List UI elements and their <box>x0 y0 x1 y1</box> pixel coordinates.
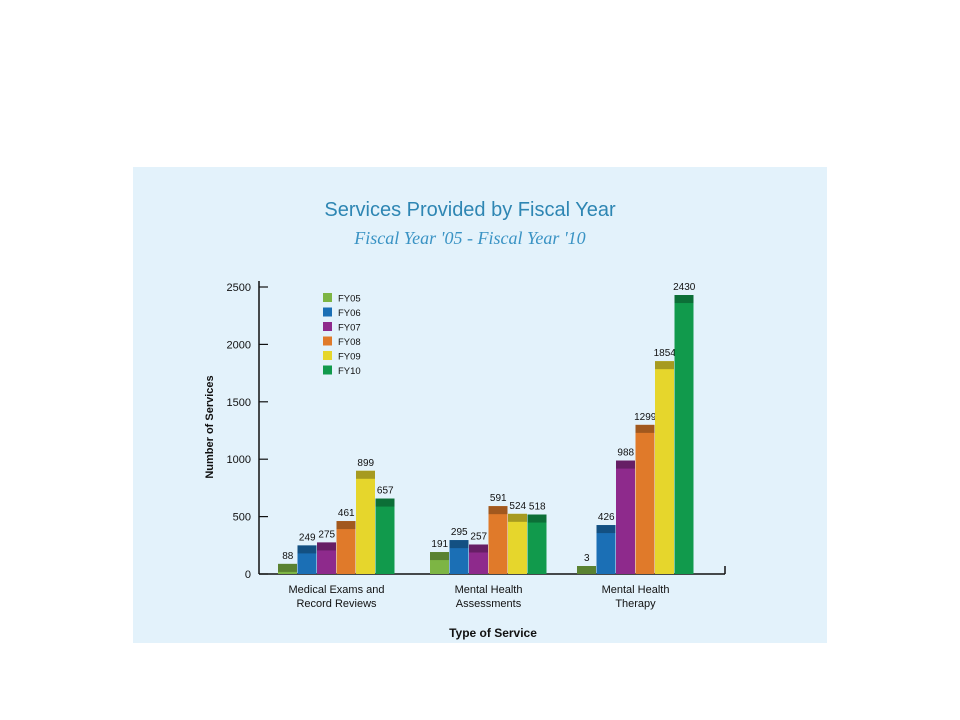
x-tick-label: Therapy <box>615 598 656 610</box>
bar-cap <box>336 521 356 530</box>
legend-swatch-fy07 <box>323 322 332 331</box>
data-label: 257 <box>470 531 487 542</box>
legend-label: FY10 <box>338 366 361 377</box>
data-label: 591 <box>490 493 507 504</box>
bar-fy10 <box>527 514 547 574</box>
data-label: 899 <box>357 458 374 469</box>
legend-label: FY06 <box>338 308 361 319</box>
data-label: 518 <box>529 502 546 513</box>
legend-swatch-fy06 <box>323 307 332 317</box>
chart-panel: Services Provided by Fiscal Year Fiscal … <box>133 167 827 643</box>
legend-swatch-fy08 <box>323 336 332 346</box>
y-tick-label: 1500 <box>227 397 251 409</box>
y-tick-label: 500 <box>233 512 251 524</box>
y-tick-label: 2000 <box>227 339 251 351</box>
legend-swatch-fy05 <box>323 293 332 302</box>
bar-cap <box>469 544 488 553</box>
y-tick-label: 2500 <box>227 282 251 294</box>
legend-label: FY07 <box>338 323 361 334</box>
data-label: 2430 <box>673 282 696 293</box>
bar-cap <box>278 563 297 572</box>
bar-cap <box>596 525 616 534</box>
data-label: 657 <box>377 486 394 497</box>
bar-fy10 <box>674 295 694 574</box>
x-axis-label: Type of Service <box>449 626 537 640</box>
y-tick-label: 0 <box>245 569 251 581</box>
bar-cap <box>356 470 375 479</box>
data-label: 1299 <box>634 412 657 423</box>
bar-fy10 <box>375 498 395 574</box>
legend-swatch-fy09 <box>323 351 332 360</box>
bar-cap <box>297 545 317 554</box>
data-label: 988 <box>617 448 634 459</box>
legend-label: FY08 <box>338 337 361 348</box>
chart-subtitle: Fiscal Year '05 - Fiscal Year '10 <box>353 228 585 248</box>
bar-fy06 <box>449 540 469 574</box>
legend-label: FY09 <box>338 352 361 363</box>
bar-cap <box>616 460 635 469</box>
x-tick-label: Medical Exams and <box>289 584 385 596</box>
bar-cap <box>577 566 596 574</box>
bar-fy08 <box>635 424 655 574</box>
data-label: 524 <box>509 501 526 512</box>
bar-fy09 <box>655 361 674 574</box>
legend-swatch-fy10 <box>323 365 332 375</box>
data-label: 249 <box>299 532 316 543</box>
data-label: 1854 <box>654 348 677 359</box>
bar-fy08 <box>336 521 356 574</box>
legend-label: FY05 <box>338 294 361 305</box>
bar-fy09 <box>356 470 375 574</box>
data-label: 426 <box>598 512 615 523</box>
data-label: 295 <box>451 527 468 538</box>
bar-fy08 <box>488 506 508 574</box>
data-label: 88 <box>282 551 294 562</box>
bar-chart: Services Provided by Fiscal Year Fiscal … <box>204 199 726 640</box>
bar-cap <box>375 498 395 507</box>
bar-cap <box>508 513 527 522</box>
y-axis-label: Number of Services <box>204 375 216 478</box>
x-tick-label: Assessments <box>456 598 522 610</box>
bar-cap <box>317 542 336 551</box>
x-tick-label: Record Reviews <box>296 598 377 610</box>
chart-title: Services Provided by Fiscal Year <box>324 199 616 221</box>
data-label: 461 <box>338 508 355 519</box>
data-label: 191 <box>431 539 448 550</box>
y-tick-label: 1000 <box>227 454 251 466</box>
bar-cap <box>674 295 694 304</box>
bar-cap <box>430 552 449 561</box>
bar-cap <box>527 514 547 523</box>
data-label: 275 <box>318 529 335 540</box>
bar-fy07 <box>616 460 635 574</box>
bar-cap <box>635 424 655 433</box>
bar-cap <box>449 540 469 549</box>
bar-fy09 <box>508 513 527 574</box>
data-label: 3 <box>584 553 590 564</box>
bar-fy06 <box>596 525 616 574</box>
x-tick-label: Mental Health <box>602 584 670 596</box>
bar-cap <box>655 361 674 370</box>
bar-cap <box>488 506 508 515</box>
x-tick-label: Mental Health <box>455 584 523 596</box>
